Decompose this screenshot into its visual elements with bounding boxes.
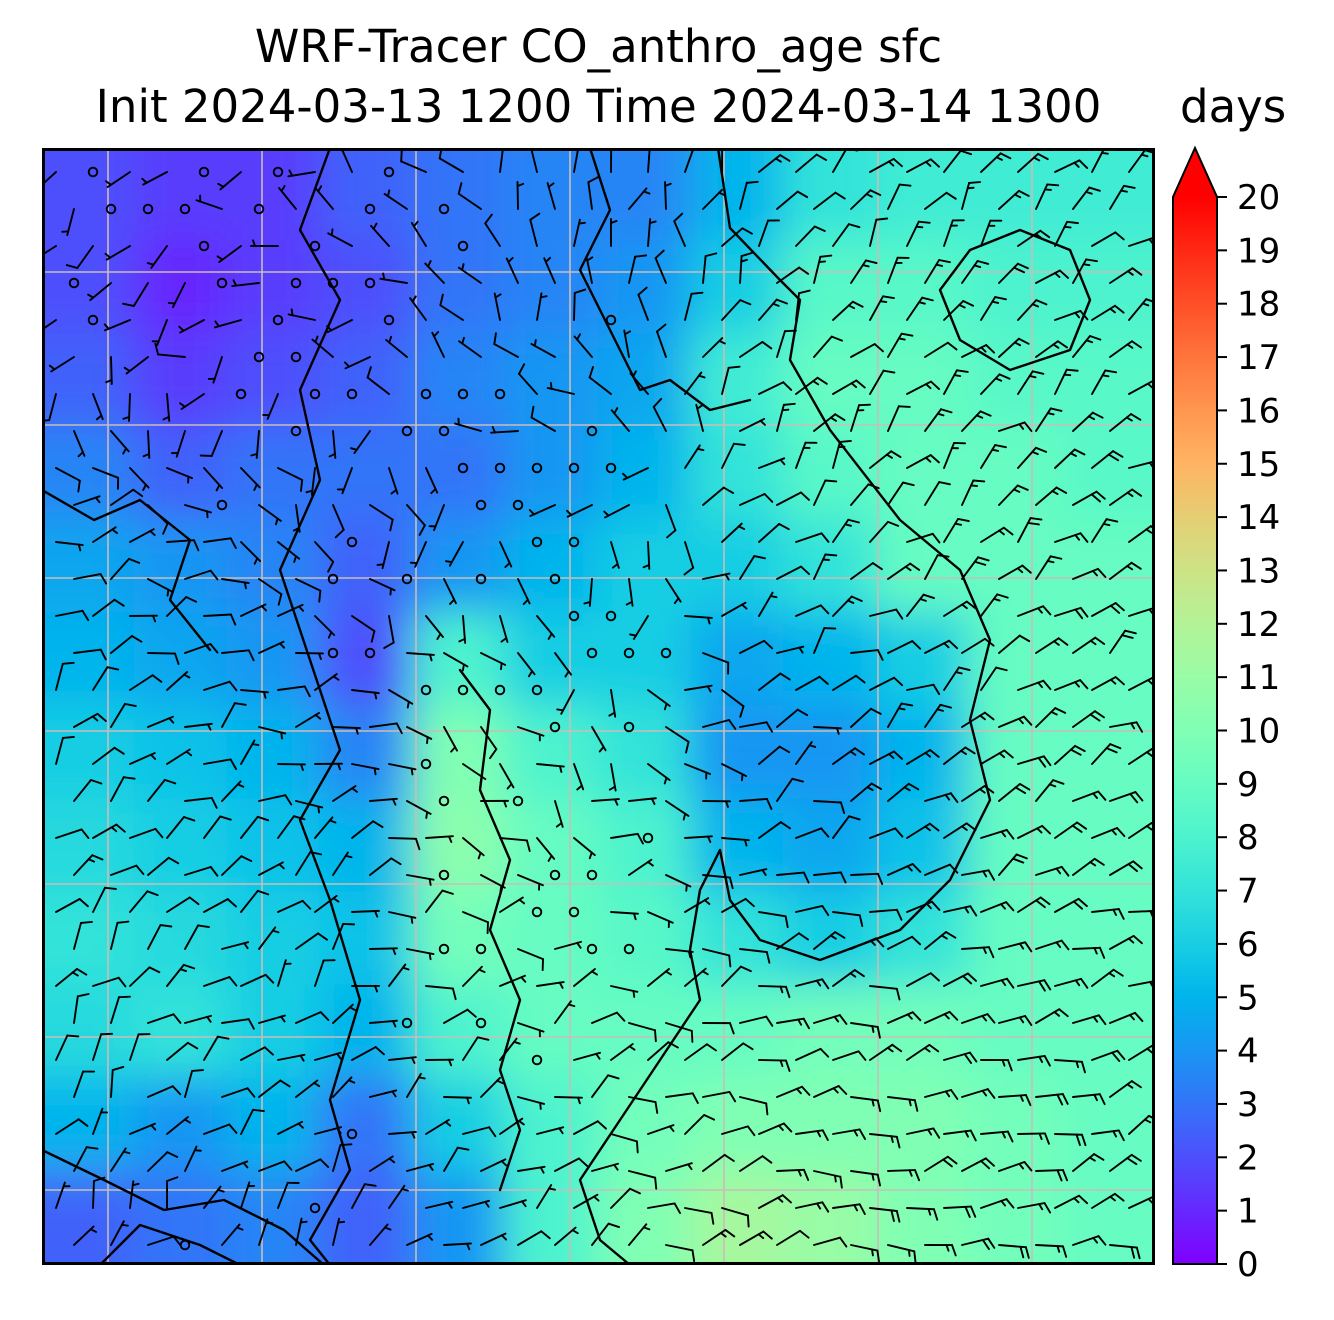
colorbar-tick-label: 3 xyxy=(1237,1085,1259,1125)
colorbar-tick-label: 6 xyxy=(1237,925,1259,965)
colorbar-tick-label: 12 xyxy=(1237,605,1280,645)
colorbar-tick-label: 16 xyxy=(1237,391,1280,431)
colorbar-tick-label: 13 xyxy=(1237,551,1280,591)
colorbar-tick-label: 9 xyxy=(1237,765,1259,805)
map-panel xyxy=(42,148,1155,1265)
colorbar-tick-label: 18 xyxy=(1237,285,1280,325)
colorbar-tick-label: 20 xyxy=(1237,178,1280,218)
colorbar-extend-arrow xyxy=(1173,148,1217,197)
colorbar-tick-label: 19 xyxy=(1237,231,1280,271)
colorbar-tick-label: 11 xyxy=(1237,658,1280,698)
colorbar-tick-label: 1 xyxy=(1237,1192,1259,1232)
chart-title: WRF-Tracer CO_anthro_age sfc xyxy=(42,20,1155,73)
map-canvas xyxy=(42,148,1155,1265)
heatmap-layer xyxy=(42,148,1155,1265)
colorbar-gradient xyxy=(1173,197,1217,1264)
colorbar-tick-label: 7 xyxy=(1237,872,1259,912)
colorbar-tick-label: 15 xyxy=(1237,445,1280,485)
colorbar-tick-label: 0 xyxy=(1237,1245,1259,1285)
colorbar-tick-label: 8 xyxy=(1237,818,1259,858)
colorbar-tick-label: 17 xyxy=(1237,338,1280,378)
colorbar-tick-label: 5 xyxy=(1237,978,1259,1018)
colorbar-tick-label: 4 xyxy=(1237,1032,1259,1072)
chart-subtitle: Init 2024-03-13 1200 Time 2024-03-14 130… xyxy=(42,80,1155,133)
colorbar-unit-label: days xyxy=(1180,80,1286,133)
colorbar-tick-label: 10 xyxy=(1237,712,1280,752)
colorbar-tick-label: 14 xyxy=(1237,498,1280,538)
colorbar-tick-label: 2 xyxy=(1237,1138,1259,1178)
